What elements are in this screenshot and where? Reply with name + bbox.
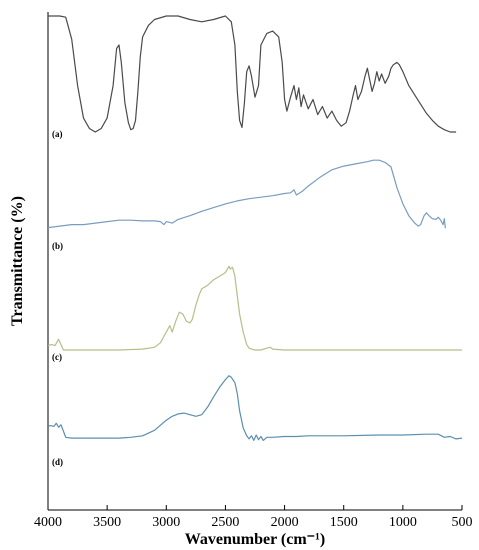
x-tick-label: 2000 — [271, 515, 299, 530]
spectra-traces — [47, 15, 463, 441]
spectrum-trace-d — [47, 375, 463, 441]
x-axis-ticks: 4000 3500 3000 2500 2000 1500 1000 500 — [34, 505, 473, 530]
x-axis-title: Wavenumber (cm⁻¹) — [185, 531, 325, 548]
x-tick-label: 3000 — [152, 515, 180, 530]
x-tick-label: 1500 — [330, 515, 358, 530]
x-tick-label: 4000 — [34, 515, 62, 530]
spectrum-trace-b — [47, 159, 446, 229]
spectrum-trace-c — [47, 265, 462, 351]
panel-label-a: (a) — [52, 129, 63, 139]
panel-label-c: (c) — [52, 352, 62, 362]
panel-label-d: (d) — [52, 457, 63, 467]
y-axis-title: Transmittance (%) — [9, 196, 26, 326]
x-tick-label: 500 — [452, 515, 473, 530]
panel-label-b: (b) — [52, 241, 63, 251]
x-tick-label: 1000 — [389, 515, 417, 530]
x-tick-label: 2500 — [211, 515, 239, 530]
x-tick-label: 3500 — [93, 515, 121, 530]
plot-area: 4000 3500 3000 2500 2000 1500 1000 500 (a) (b) … — [34, 12, 473, 530]
spectrum-trace-a — [48, 15, 457, 133]
